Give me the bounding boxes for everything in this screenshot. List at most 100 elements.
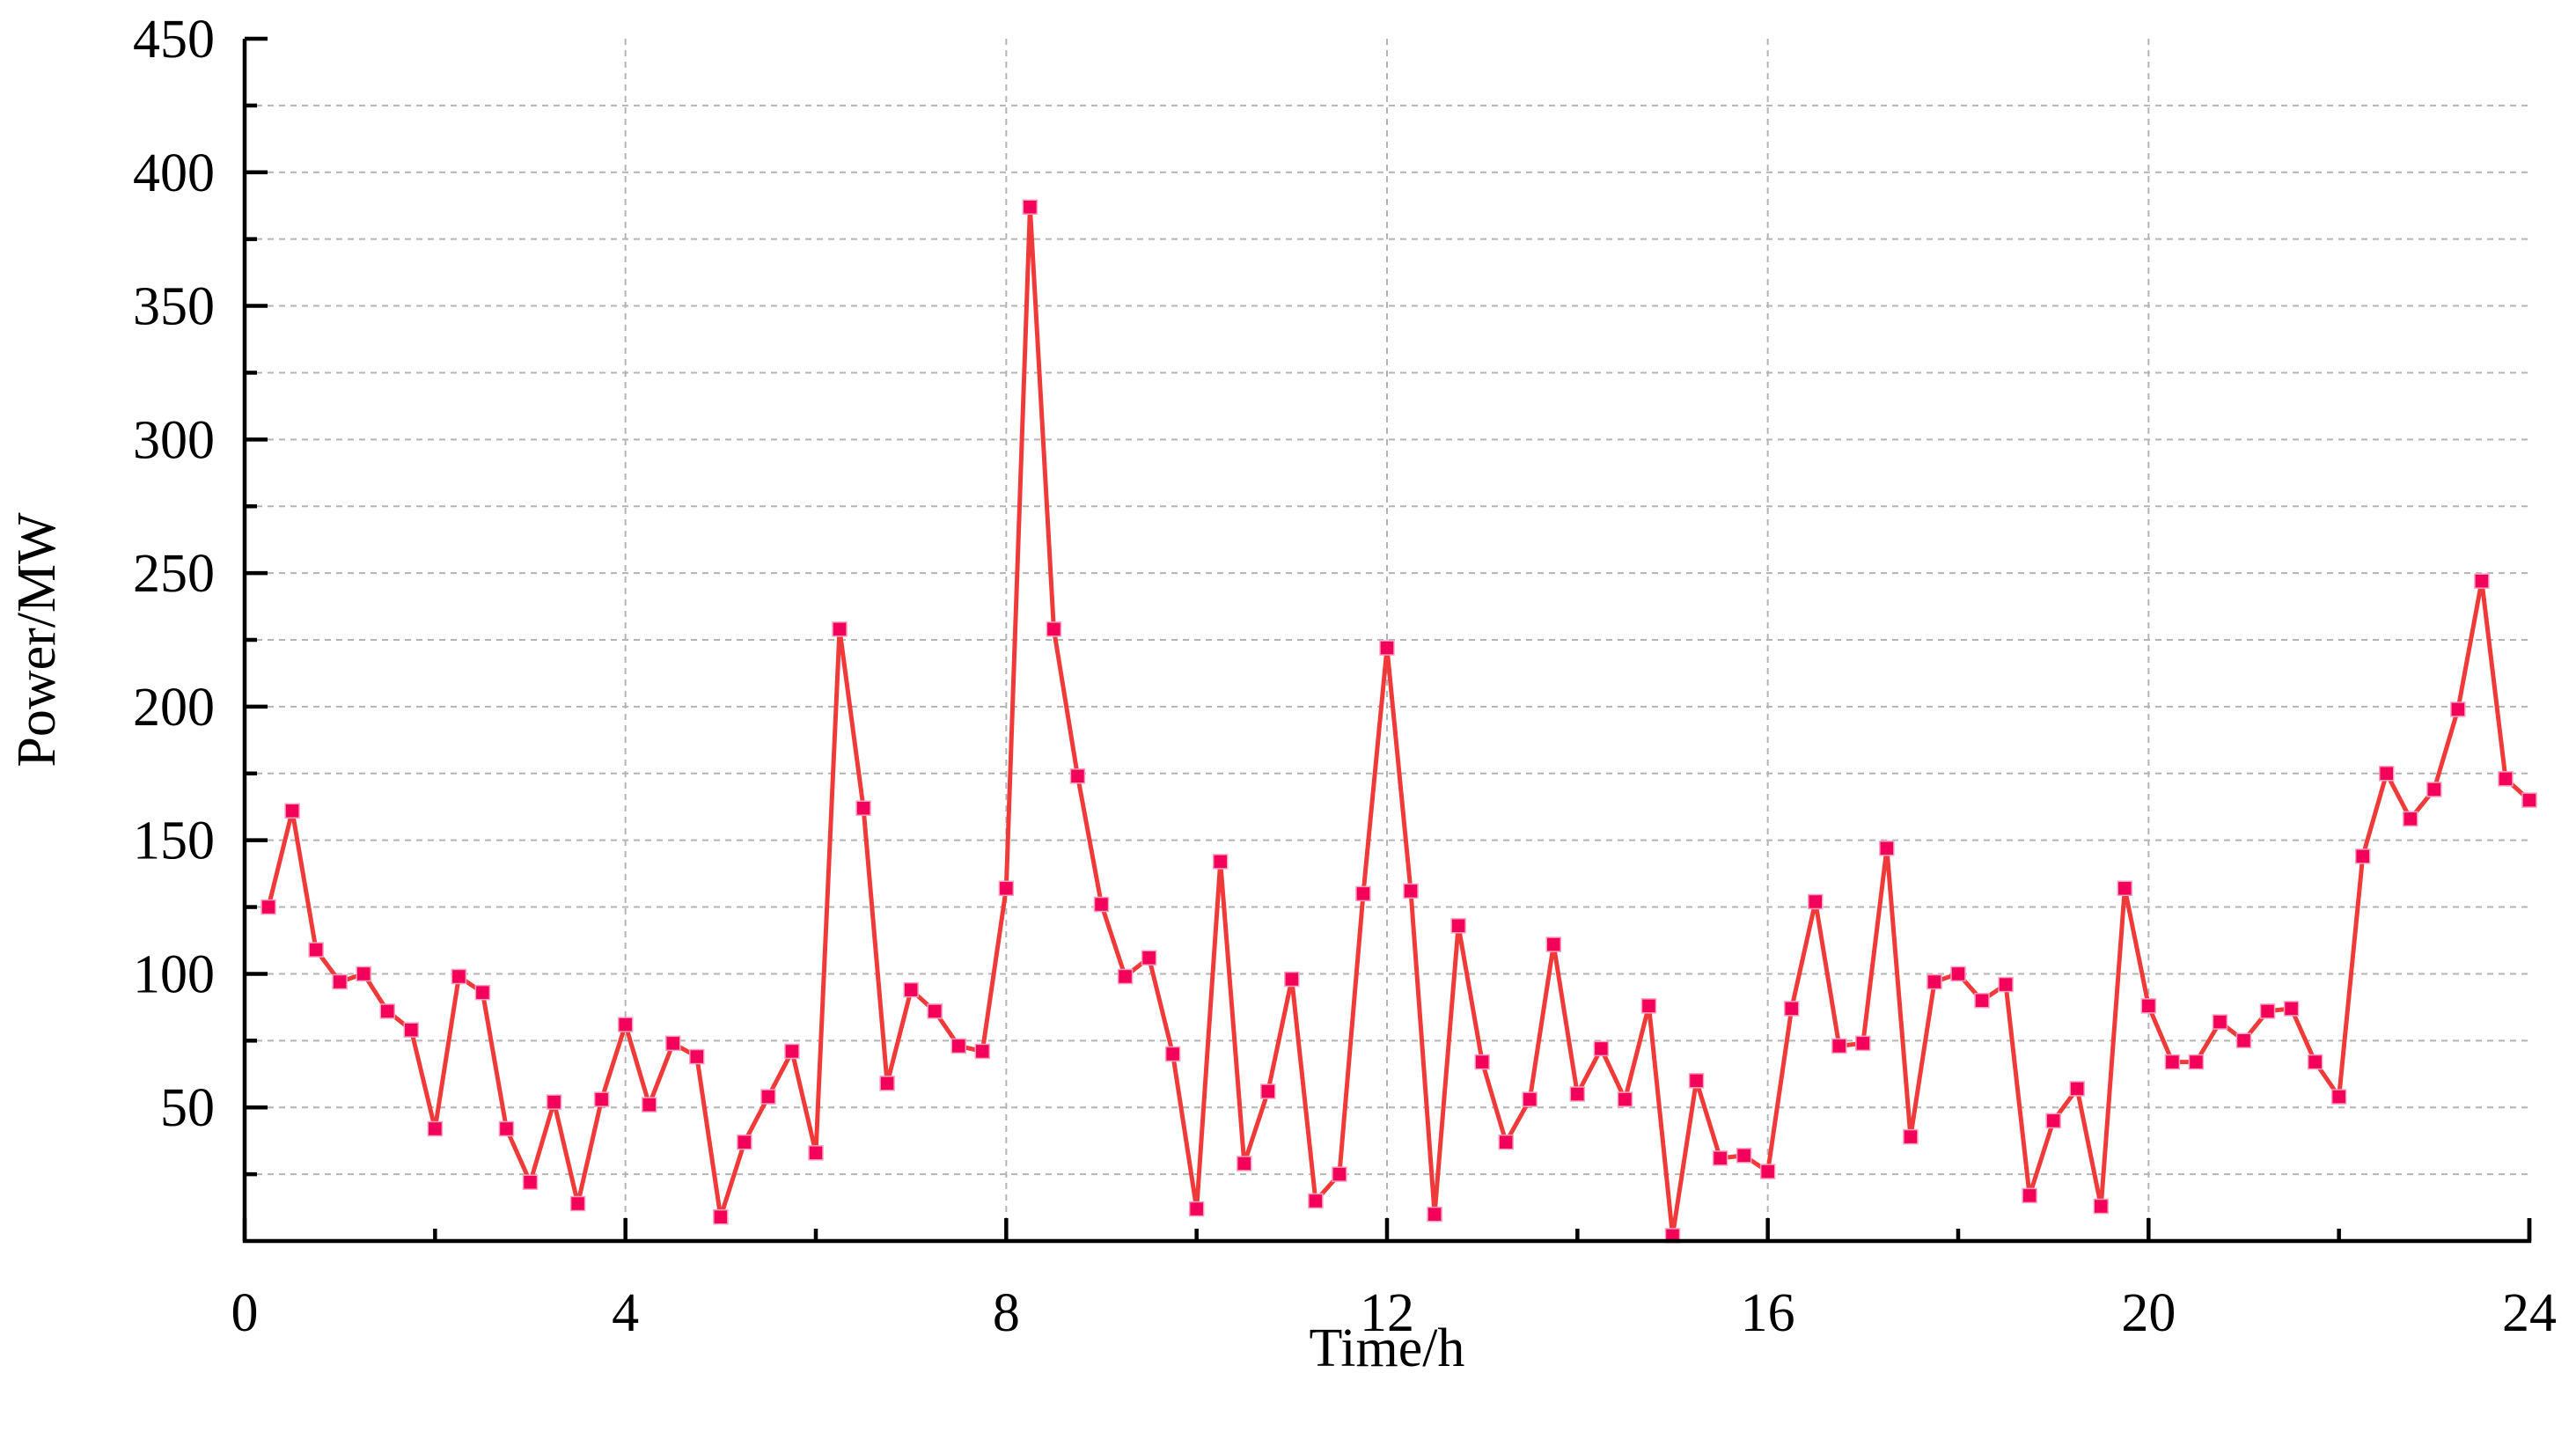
- power-series-line: [266, 204, 2531, 1238]
- data-point-marker: [903, 981, 919, 998]
- data-point-marker: [2354, 848, 2371, 864]
- data-point-marker: [689, 1048, 705, 1065]
- data-point-marker: [379, 1003, 395, 1019]
- y-tick-label: 300: [133, 410, 215, 470]
- y-tick-label: 350: [133, 277, 215, 337]
- data-point-marker: [2259, 1003, 2276, 1019]
- data-point-marker: [784, 1043, 800, 1060]
- y-tick-label: 200: [133, 678, 215, 738]
- data-point-marker: [808, 1145, 824, 1161]
- x-axis-title: Time/h: [1310, 1318, 1465, 1378]
- data-point-marker: [1498, 1134, 1514, 1150]
- data-point-marker: [998, 880, 1015, 897]
- data-point-marker: [1522, 1091, 1538, 1107]
- y-axis-title: Power/MW: [7, 512, 67, 767]
- data-point-marker: [427, 1120, 444, 1137]
- x-tick-label: 20: [2121, 1283, 2176, 1343]
- data-point-marker: [760, 1089, 776, 1105]
- data-point-marker: [1046, 621, 1062, 637]
- grid-lines: [245, 39, 2529, 1241]
- data-point-marker: [2069, 1081, 2085, 1097]
- data-point-marker: [2330, 1089, 2347, 1105]
- x-tick-label: 12: [1360, 1283, 1414, 1343]
- data-point-marker: [1069, 768, 1086, 784]
- data-point-marker: [1403, 883, 1419, 900]
- data-point-marker: [641, 1097, 657, 1113]
- data-point-marker: [713, 1208, 729, 1225]
- data-point-marker: [2498, 771, 2514, 787]
- data-point-marker: [1379, 640, 1395, 656]
- y-tick-label: 150: [133, 811, 215, 871]
- data-point-marker: [1759, 1164, 1776, 1179]
- data-point-marker: [1569, 1086, 1586, 1102]
- y-tick-label: 450: [133, 10, 215, 70]
- data-point-marker: [2474, 573, 2490, 589]
- data-point-marker: [1736, 1148, 1752, 1164]
- data-point-marker: [474, 984, 491, 1001]
- data-point-marker: [1237, 1156, 1252, 1171]
- data-point-marker: [1284, 971, 1300, 988]
- data-point-marker: [593, 1091, 610, 1107]
- data-point-marker: [1260, 1083, 1276, 1099]
- data-point-marker: [451, 968, 467, 985]
- data-point-marker: [522, 1174, 539, 1190]
- data-point-marker: [2450, 701, 2466, 717]
- x-tick-label: 16: [1741, 1283, 1795, 1343]
- data-point-marker: [950, 1038, 966, 1054]
- data-point-marker: [2117, 880, 2133, 897]
- y-tick-label: 250: [133, 544, 215, 604]
- data-point-marker: [569, 1195, 586, 1212]
- data-point-marker: [1974, 993, 1990, 1009]
- data-point-marker: [1545, 936, 1562, 952]
- data-point-marker: [1308, 1193, 1324, 1209]
- data-point-marker: [617, 1017, 634, 1032]
- data-point-marker: [2379, 766, 2395, 782]
- x-tick-label: 4: [612, 1283, 639, 1343]
- data-point-marker: [1879, 841, 1895, 856]
- data-markers: [261, 199, 2537, 1244]
- data-point-marker: [1903, 1128, 1919, 1145]
- data-point-marker: [1093, 896, 1110, 913]
- data-point-marker: [1855, 1035, 1871, 1052]
- x-tick-label: 0: [231, 1283, 259, 1343]
- data-point-marker: [356, 966, 371, 982]
- data-point-marker: [737, 1134, 752, 1150]
- data-point-marker: [974, 1043, 991, 1060]
- data-point-marker: [1808, 893, 1824, 910]
- data-point-marker: [1640, 998, 1657, 1014]
- y-axis-ticks: 50 100 150 200 250 300 350 400 450: [133, 10, 268, 1177]
- data-point-marker: [1450, 918, 1466, 934]
- data-point-marker: [2164, 1054, 2181, 1070]
- data-point-marker: [2093, 1198, 2109, 1215]
- data-point-marker: [2403, 811, 2418, 827]
- data-point-marker: [2521, 792, 2537, 808]
- axes: 0 4 8 12 16 20 24 50 100 150 200 250 300 350 400 450: [133, 10, 2557, 1343]
- data-point-marker: [332, 973, 348, 990]
- data-point-marker: [1427, 1206, 1442, 1223]
- x-tick-label: 8: [993, 1283, 1020, 1343]
- data-point-marker: [1141, 950, 1157, 966]
- data-point-marker: [1332, 1166, 1347, 1182]
- data-point-marker: [2188, 1054, 2205, 1070]
- data-point-marker: [2235, 1032, 2252, 1049]
- data-point-marker: [2045, 1113, 2061, 1129]
- data-point-marker: [2022, 1187, 2037, 1204]
- data-point-marker: [2140, 998, 2157, 1014]
- data-point-marker: [1117, 968, 1134, 985]
- data-point-marker: [1212, 854, 1229, 870]
- data-point-marker: [2283, 1001, 2300, 1017]
- y-tick-label: 100: [133, 944, 215, 1004]
- data-point-marker: [1688, 1073, 1705, 1089]
- data-point-marker: [403, 1022, 420, 1038]
- x-axis-ticks: 0 4 8 12 16 20 24: [231, 1218, 2557, 1343]
- data-point-marker: [546, 1094, 562, 1110]
- data-point-marker: [498, 1120, 515, 1137]
- series-layer: [261, 199, 2537, 1244]
- data-point-marker: [2212, 1014, 2228, 1030]
- data-point-marker: [284, 803, 300, 819]
- data-point-marker: [1593, 1040, 1610, 1057]
- y-tick-label: 400: [133, 143, 215, 203]
- data-point-marker: [855, 800, 871, 816]
- data-point-marker: [1783, 1001, 1800, 1017]
